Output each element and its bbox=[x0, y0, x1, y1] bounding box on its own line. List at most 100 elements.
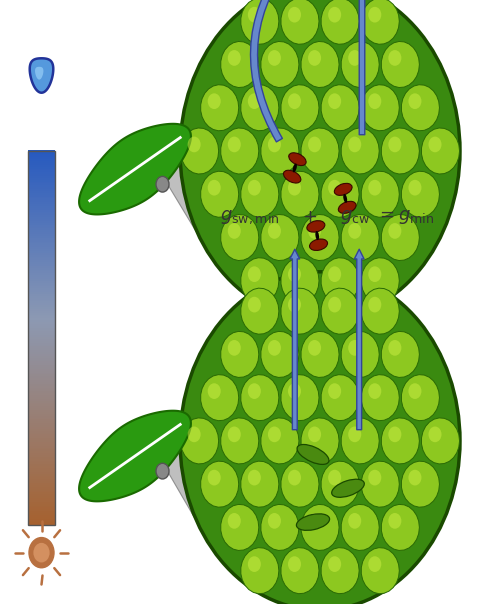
Polygon shape bbox=[79, 411, 191, 501]
Polygon shape bbox=[321, 258, 359, 304]
Circle shape bbox=[368, 470, 382, 486]
Bar bbox=[28, 457, 55, 460]
Bar bbox=[28, 410, 55, 413]
Bar bbox=[28, 455, 55, 458]
Bar bbox=[28, 369, 55, 372]
Bar bbox=[28, 425, 55, 428]
Bar bbox=[28, 257, 55, 260]
Bar bbox=[28, 204, 55, 207]
Circle shape bbox=[348, 340, 361, 356]
Circle shape bbox=[180, 272, 460, 604]
Polygon shape bbox=[281, 374, 319, 420]
Bar bbox=[28, 182, 55, 185]
Bar bbox=[28, 365, 55, 368]
Bar bbox=[28, 259, 55, 262]
Bar bbox=[28, 172, 55, 175]
Circle shape bbox=[328, 470, 341, 486]
Bar bbox=[28, 228, 55, 231]
Bar bbox=[28, 380, 55, 383]
Circle shape bbox=[248, 384, 261, 399]
Polygon shape bbox=[180, 418, 218, 464]
Circle shape bbox=[328, 556, 341, 572]
Bar bbox=[28, 391, 55, 394]
Bar bbox=[28, 330, 55, 333]
Bar bbox=[28, 477, 55, 481]
Circle shape bbox=[248, 266, 261, 282]
Circle shape bbox=[228, 426, 241, 442]
Bar bbox=[28, 480, 55, 483]
Bar bbox=[28, 269, 55, 273]
Circle shape bbox=[268, 50, 281, 66]
Bar bbox=[28, 436, 55, 439]
Bar bbox=[28, 431, 55, 434]
Circle shape bbox=[208, 180, 220, 196]
Ellipse shape bbox=[316, 231, 319, 240]
Circle shape bbox=[268, 513, 281, 528]
FancyArrowPatch shape bbox=[290, 249, 300, 429]
Polygon shape bbox=[382, 504, 420, 550]
Text: $+$: $+$ bbox=[302, 208, 318, 226]
Bar bbox=[28, 206, 55, 209]
Polygon shape bbox=[362, 0, 400, 44]
Circle shape bbox=[348, 50, 361, 66]
Circle shape bbox=[408, 470, 422, 486]
Polygon shape bbox=[382, 418, 420, 464]
Circle shape bbox=[328, 7, 341, 22]
Circle shape bbox=[208, 470, 220, 486]
Polygon shape bbox=[341, 504, 379, 550]
Bar bbox=[28, 216, 55, 219]
Bar bbox=[28, 249, 55, 252]
Bar bbox=[28, 461, 55, 464]
Ellipse shape bbox=[296, 514, 330, 530]
Bar bbox=[28, 266, 55, 269]
Circle shape bbox=[428, 426, 442, 442]
Text: $g_{\rm cw}$: $g_{\rm cw}$ bbox=[340, 208, 370, 226]
Polygon shape bbox=[165, 46, 211, 256]
Bar bbox=[28, 219, 55, 222]
Bar bbox=[28, 281, 55, 284]
Bar bbox=[28, 202, 55, 205]
Polygon shape bbox=[341, 42, 379, 88]
Bar bbox=[28, 483, 55, 486]
Bar bbox=[28, 335, 55, 338]
Polygon shape bbox=[362, 288, 400, 334]
Polygon shape bbox=[341, 418, 379, 464]
Bar bbox=[28, 517, 55, 520]
Circle shape bbox=[348, 513, 361, 528]
Bar bbox=[28, 262, 55, 265]
Bar bbox=[28, 515, 55, 518]
Bar bbox=[28, 384, 55, 387]
Ellipse shape bbox=[288, 153, 306, 165]
Polygon shape bbox=[221, 332, 259, 378]
Polygon shape bbox=[281, 461, 319, 507]
Polygon shape bbox=[321, 374, 359, 420]
Circle shape bbox=[388, 223, 402, 239]
Bar bbox=[28, 167, 55, 170]
Bar bbox=[28, 337, 55, 340]
Bar bbox=[28, 184, 55, 187]
Polygon shape bbox=[221, 42, 259, 88]
Circle shape bbox=[388, 426, 402, 442]
Circle shape bbox=[308, 340, 321, 356]
Bar bbox=[28, 446, 55, 449]
Polygon shape bbox=[402, 172, 440, 217]
Polygon shape bbox=[241, 258, 279, 304]
Circle shape bbox=[288, 556, 301, 572]
Circle shape bbox=[248, 556, 261, 572]
Bar bbox=[28, 344, 55, 348]
Polygon shape bbox=[402, 374, 440, 420]
Bar bbox=[28, 307, 55, 310]
Polygon shape bbox=[200, 374, 238, 420]
Polygon shape bbox=[362, 548, 400, 594]
Bar bbox=[28, 509, 55, 512]
Bar bbox=[28, 472, 55, 475]
Polygon shape bbox=[362, 461, 400, 507]
Circle shape bbox=[29, 538, 54, 568]
Circle shape bbox=[228, 223, 241, 239]
Bar bbox=[28, 197, 55, 200]
Circle shape bbox=[288, 180, 301, 196]
Bar bbox=[28, 245, 55, 248]
Circle shape bbox=[368, 556, 382, 572]
Bar bbox=[28, 157, 55, 160]
Circle shape bbox=[228, 50, 241, 66]
